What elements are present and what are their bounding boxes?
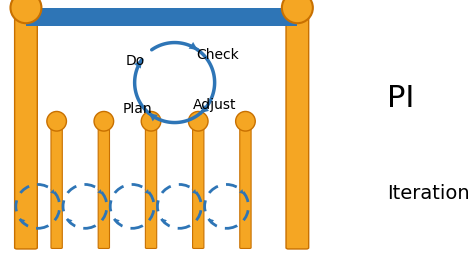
Ellipse shape <box>94 111 114 131</box>
Ellipse shape <box>47 111 67 131</box>
Text: Iteration: Iteration <box>387 184 470 203</box>
Text: PI: PI <box>387 84 414 112</box>
FancyBboxPatch shape <box>15 17 37 249</box>
Ellipse shape <box>188 111 208 131</box>
Text: Plan: Plan <box>123 102 152 116</box>
FancyBboxPatch shape <box>145 128 157 248</box>
Text: Adjust: Adjust <box>193 98 236 111</box>
Ellipse shape <box>282 0 313 23</box>
Text: Do: Do <box>126 54 144 68</box>
Bar <box>26 8 297 26</box>
FancyBboxPatch shape <box>286 17 309 249</box>
Text: Check: Check <box>197 47 239 62</box>
FancyBboxPatch shape <box>51 128 62 248</box>
Ellipse shape <box>141 111 161 131</box>
FancyBboxPatch shape <box>98 128 110 248</box>
FancyBboxPatch shape <box>240 128 251 248</box>
Ellipse shape <box>10 0 42 23</box>
FancyBboxPatch shape <box>193 128 204 248</box>
Ellipse shape <box>236 111 255 131</box>
